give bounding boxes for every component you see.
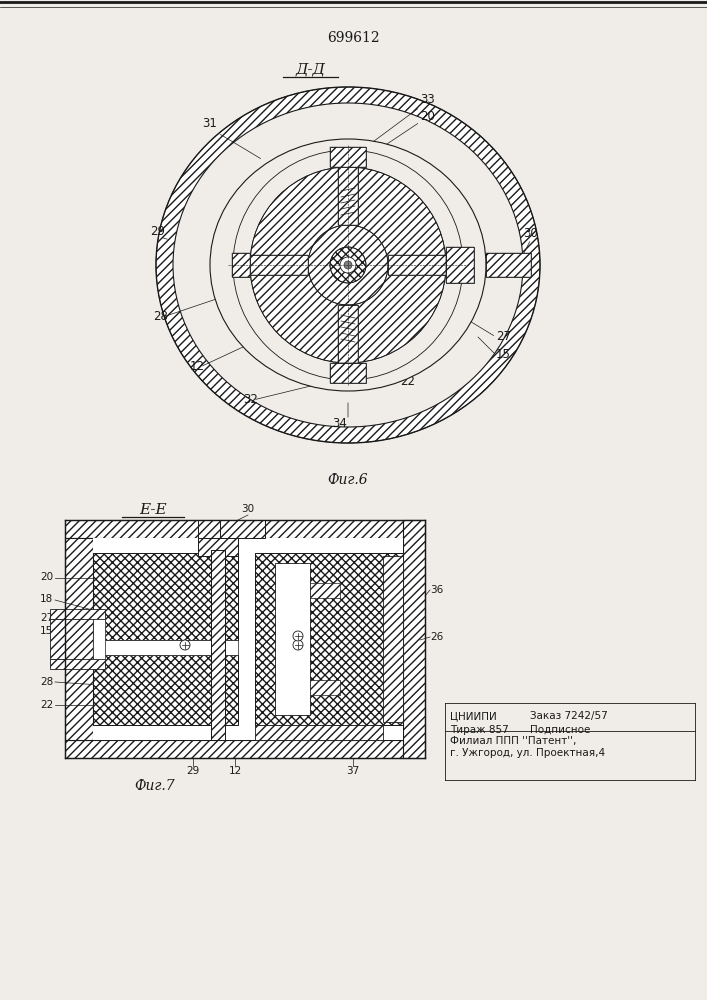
Bar — [93, 538, 403, 740]
Text: 22: 22 — [40, 700, 53, 710]
Text: 28: 28 — [40, 677, 53, 687]
Circle shape — [293, 631, 303, 641]
Text: 32: 32 — [243, 393, 258, 406]
Bar — [250, 255, 308, 275]
Bar — [330, 363, 366, 383]
Text: 20: 20 — [420, 110, 435, 123]
Bar — [446, 247, 474, 283]
Text: 18: 18 — [40, 594, 53, 604]
Text: Фиг.7: Фиг.7 — [135, 779, 175, 793]
Bar — [388, 255, 446, 275]
Bar — [255, 725, 383, 740]
Ellipse shape — [173, 103, 523, 427]
Text: 28: 28 — [153, 310, 168, 323]
Bar — [338, 167, 358, 225]
Circle shape — [340, 257, 356, 273]
Text: 12: 12 — [190, 360, 205, 373]
Text: Тираж 857: Тираж 857 — [450, 725, 509, 735]
Bar — [50, 619, 65, 659]
Text: 30: 30 — [241, 504, 255, 514]
Polygon shape — [93, 553, 238, 640]
Bar — [330, 363, 366, 383]
Text: 20: 20 — [40, 572, 53, 582]
Text: 22: 22 — [400, 375, 415, 388]
Polygon shape — [93, 655, 238, 725]
Circle shape — [344, 261, 352, 269]
Text: 36: 36 — [430, 585, 443, 595]
Text: Фиг.6: Фиг.6 — [327, 473, 368, 487]
Bar — [338, 305, 358, 363]
Ellipse shape — [156, 87, 540, 443]
Bar — [211, 550, 225, 740]
Circle shape — [308, 225, 388, 305]
Text: 30: 30 — [523, 227, 538, 240]
Text: 26: 26 — [430, 632, 443, 642]
Text: 27: 27 — [40, 613, 53, 623]
Bar — [198, 535, 238, 556]
Text: 15: 15 — [40, 626, 53, 636]
Bar — [211, 550, 225, 740]
Text: Подписное: Подписное — [530, 725, 590, 735]
Text: 33: 33 — [420, 93, 435, 106]
Bar — [232, 253, 250, 277]
Circle shape — [250, 167, 446, 363]
Bar — [50, 659, 105, 669]
Text: 29: 29 — [187, 766, 199, 776]
Text: Филиал ППП ''Патент'',: Филиал ППП ''Патент'', — [450, 736, 576, 746]
Text: ЦНИИПИ: ЦНИИПИ — [450, 711, 497, 721]
Circle shape — [330, 247, 366, 283]
Text: г. Ужгород, ул. Проектная,4: г. Ужгород, ул. Проектная,4 — [450, 748, 605, 758]
Bar — [198, 520, 260, 538]
Bar — [255, 553, 403, 725]
Bar — [446, 247, 474, 283]
Bar — [310, 680, 340, 695]
Bar — [403, 520, 425, 758]
Text: 12: 12 — [228, 766, 242, 776]
Text: 34: 34 — [332, 417, 347, 430]
Circle shape — [180, 640, 190, 650]
Ellipse shape — [210, 139, 486, 391]
Bar — [93, 640, 238, 655]
Circle shape — [293, 640, 303, 650]
Text: 15: 15 — [496, 348, 511, 361]
Bar — [65, 538, 93, 740]
Bar — [65, 520, 425, 538]
Text: 27: 27 — [496, 330, 511, 343]
Bar — [65, 740, 425, 758]
Bar — [50, 609, 105, 619]
Bar — [383, 556, 403, 722]
Bar — [486, 253, 531, 277]
Text: Заказ 7242/57: Заказ 7242/57 — [530, 711, 608, 721]
Bar — [338, 305, 358, 363]
Bar — [388, 255, 446, 275]
Text: 29: 29 — [150, 225, 165, 238]
Bar — [220, 520, 265, 538]
Bar — [255, 553, 403, 725]
Bar — [486, 253, 531, 277]
Text: Д-Д: Д-Д — [295, 63, 325, 77]
Bar — [250, 255, 308, 275]
Bar — [330, 147, 366, 167]
Text: 37: 37 — [346, 766, 360, 776]
Text: 699612: 699612 — [327, 31, 380, 45]
Bar — [338, 167, 358, 225]
Text: E-E: E-E — [139, 503, 167, 517]
Bar — [310, 583, 340, 598]
Bar — [275, 563, 310, 715]
Bar — [232, 253, 250, 277]
Bar — [93, 619, 105, 659]
Bar — [330, 147, 366, 167]
Text: 31: 31 — [203, 117, 218, 130]
